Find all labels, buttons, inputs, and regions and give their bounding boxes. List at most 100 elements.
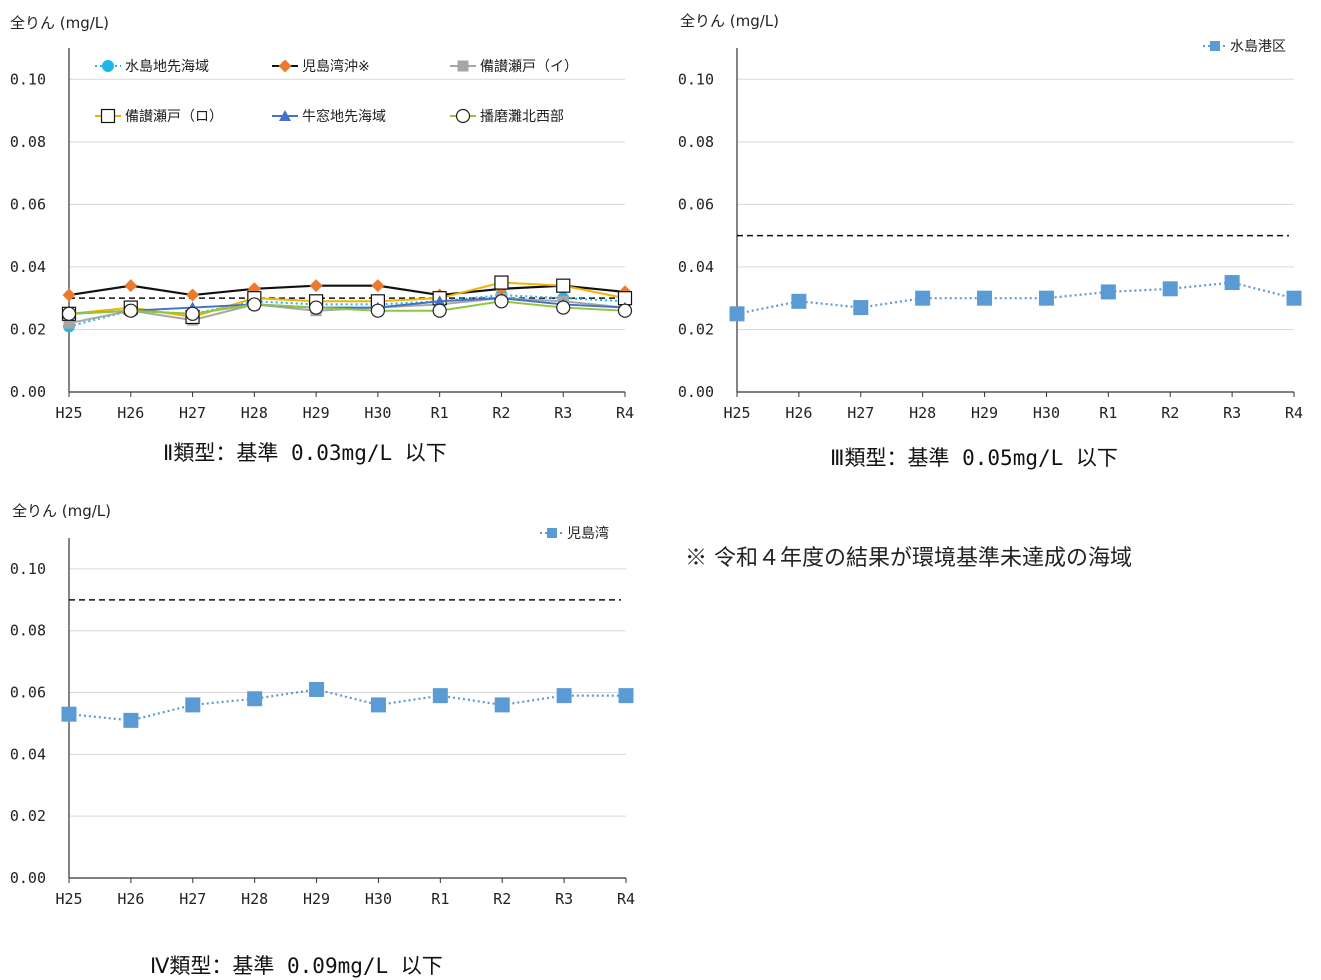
x-tick-label: H28 xyxy=(241,404,268,422)
y-tick-label: 0.04 xyxy=(678,258,714,276)
data-point xyxy=(62,288,76,302)
y-axis-label: 全りん (mg/L) xyxy=(680,12,779,30)
legend-label: 児島湾沖※ xyxy=(302,58,370,75)
x-tick-label: H25 xyxy=(55,890,82,908)
series-line xyxy=(68,297,626,315)
series-line xyxy=(736,281,1295,315)
series-0 xyxy=(61,681,634,728)
data-point xyxy=(1224,275,1240,291)
data-point xyxy=(1100,284,1116,300)
chart-type3: 全りん (mg/L) 0.00 0.02 0.04 0.06 0.08 0.10 H25 H26… xyxy=(678,12,1303,422)
y-axis-label: 全りん (mg/L) xyxy=(12,502,111,520)
x-tick-label: R3 xyxy=(555,890,573,908)
y-tick-label: 0.06 xyxy=(10,684,46,702)
y-tick-label: 0.08 xyxy=(10,622,46,640)
legend-item-3: 備讃瀬戸（ロ） xyxy=(95,108,223,125)
y-axis-label: 全りん (mg/L) xyxy=(10,14,109,32)
legend-marker xyxy=(278,59,292,73)
data-point xyxy=(309,681,325,697)
data-point xyxy=(61,306,77,321)
x-tick-label: H30 xyxy=(364,404,391,422)
data-point xyxy=(556,278,571,293)
legend-item-5: 播磨灘北西部 xyxy=(450,108,564,125)
x-tick-label: R4 xyxy=(616,404,634,422)
legend-marker xyxy=(547,528,557,538)
y-tick-label: 0.02 xyxy=(10,807,46,825)
legend-item-1: 児島湾沖※ xyxy=(272,58,370,75)
legend-item-0: 水島地先海域 xyxy=(95,59,209,75)
data-point xyxy=(791,293,807,309)
legend-marker xyxy=(102,60,114,72)
x-tick-label: H28 xyxy=(241,890,268,908)
legend-item-2: 備讃瀬戸（イ） xyxy=(450,59,578,75)
y-tick-label: 0.08 xyxy=(10,133,46,151)
caption-type4: Ⅳ類型：基準 0.09mg/L 以下 xyxy=(150,954,443,978)
x-tick-label: H27 xyxy=(179,890,206,908)
series-0 xyxy=(729,275,1302,322)
x-tick-label: R4 xyxy=(617,890,635,908)
data-point xyxy=(1162,281,1178,297)
data-point xyxy=(61,706,77,722)
legend-label: 水島地先海域 xyxy=(125,59,209,75)
data-point xyxy=(494,697,510,713)
data-point xyxy=(433,295,446,307)
data-point xyxy=(247,691,263,707)
data-point xyxy=(63,317,75,329)
x-tick-label: R3 xyxy=(1223,404,1241,422)
data-point xyxy=(432,688,448,704)
y-tick-label: 0.02 xyxy=(678,320,714,338)
y-tick-label: 0.10 xyxy=(10,560,46,578)
x-tick-label: H29 xyxy=(303,890,330,908)
y-tick-label: 0.10 xyxy=(678,70,714,88)
x-tick-label: H27 xyxy=(847,404,874,422)
data-point xyxy=(185,697,201,713)
data-point xyxy=(618,688,634,704)
caption-type2: Ⅱ類型：基準 0.03mg/L 以下 xyxy=(163,441,447,465)
data-point xyxy=(1286,290,1302,306)
y-tick-label: 0.00 xyxy=(10,869,46,887)
series-line xyxy=(68,300,626,315)
data-point xyxy=(729,306,745,322)
x-tick-label: R3 xyxy=(554,404,572,422)
legend-marker xyxy=(279,110,291,121)
data-point xyxy=(370,303,385,318)
x-tick-label: R1 xyxy=(431,404,449,422)
chart-type2: 全りん (mg/L) 0.00 0.02 0.04 0.06 0.08 0.10 H25 H26… xyxy=(10,14,634,422)
data-point xyxy=(370,697,386,713)
series-line xyxy=(68,688,626,722)
data-point xyxy=(185,306,200,321)
x-tick-label: R4 xyxy=(1285,404,1303,422)
legend-label: 牛窓地先海域 xyxy=(302,108,386,125)
x-tick-label: R2 xyxy=(492,404,510,422)
data-point xyxy=(309,300,324,315)
x-tick-label: R1 xyxy=(431,890,449,908)
data-point xyxy=(186,288,200,302)
legend-label: 播磨灘北西部 xyxy=(480,109,564,125)
data-point xyxy=(432,303,447,318)
legend-item-4: 牛窓地先海域 xyxy=(272,108,386,125)
x-tick-label: R2 xyxy=(493,890,511,908)
series-line xyxy=(68,284,626,297)
y-tick-label: 0.00 xyxy=(678,383,714,401)
x-tick-label: H30 xyxy=(1033,404,1060,422)
series-5 xyxy=(61,294,633,321)
data-point xyxy=(977,290,993,306)
legend-marker xyxy=(1210,41,1220,51)
data-point xyxy=(494,275,509,290)
data-point xyxy=(915,290,931,306)
x-tick-label: R2 xyxy=(1161,404,1179,422)
x-tick-label: R1 xyxy=(1099,404,1117,422)
y-tick-label: 0.10 xyxy=(10,70,46,88)
y-tick-label: 0.00 xyxy=(10,383,46,401)
x-tick-label: H25 xyxy=(723,404,750,422)
data-point xyxy=(1038,290,1054,306)
data-point xyxy=(371,279,385,293)
y-tick-label: 0.02 xyxy=(10,320,46,338)
x-tick-label: H28 xyxy=(909,404,936,422)
data-point xyxy=(853,300,869,316)
data-point xyxy=(556,688,572,704)
series-line xyxy=(68,294,626,328)
data-point xyxy=(247,297,262,312)
legend-label: 児島湾 xyxy=(567,525,609,542)
y-tick-label: 0.08 xyxy=(678,133,714,151)
